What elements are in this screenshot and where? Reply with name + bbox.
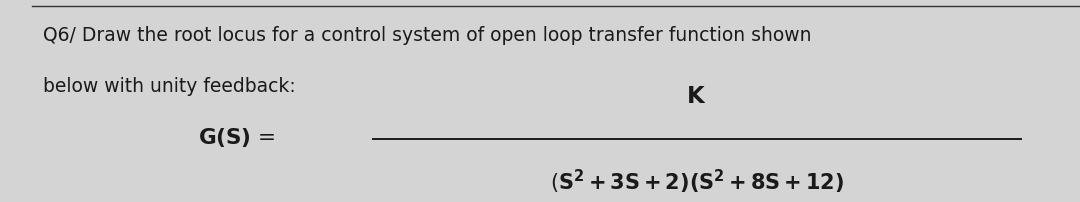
Text: $\mathbf{G(S)}$ =: $\mathbf{G(S)}$ = [198,126,275,149]
Text: Q6/ Draw the root locus for a control system of open loop transfer function show: Q6/ Draw the root locus for a control sy… [43,26,812,45]
Text: below with unity feedback:: below with unity feedback: [43,77,296,96]
Text: $(\mathbf{S^2 + 3S + 2)(S^2 + 8S + 12)}$: $(\mathbf{S^2 + 3S + 2)(S^2 + 8S + 12)}$ [550,168,843,196]
Text: $\mathbf{K}$: $\mathbf{K}$ [687,85,706,108]
